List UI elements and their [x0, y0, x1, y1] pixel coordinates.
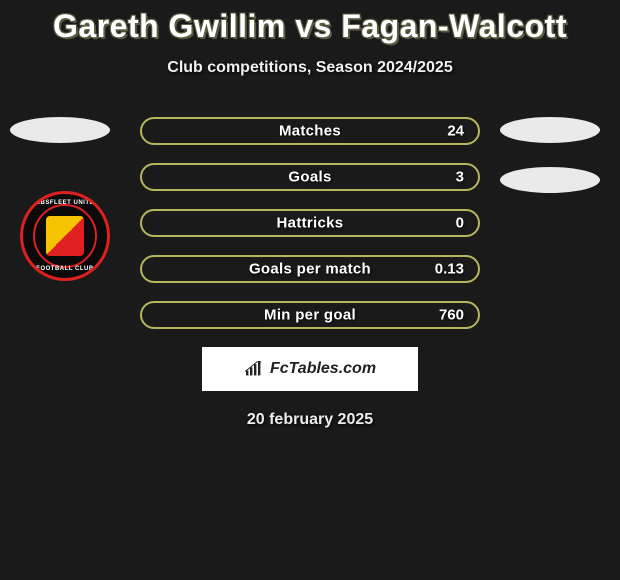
stat-value: 3 — [456, 169, 464, 186]
stat-value: 24 — [447, 123, 464, 140]
stat-label: Goals per match — [142, 261, 478, 278]
attribution-text: FcTables.com — [270, 360, 376, 378]
stat-row-min-per-goal: Min per goal 760 — [140, 301, 480, 329]
badge-text-bottom: FOOTBALL CLUB — [36, 266, 93, 272]
stat-label: Matches — [142, 123, 478, 140]
player-photo-right-placeholder-2 — [500, 167, 600, 193]
content-area: EBBSFLEET UNITED FOOTBALL CLUB Matches 2… — [0, 117, 620, 429]
stat-value: 0.13 — [435, 261, 464, 278]
badge-shield-icon — [46, 216, 84, 256]
bar-chart-icon — [244, 361, 264, 377]
attribution-box[interactable]: FcTables.com — [202, 347, 418, 391]
comparison-card: Gareth Gwillim vs Fagan-Walcott Club com… — [0, 0, 620, 580]
club-badge: EBBSFLEET UNITED FOOTBALL CLUB — [20, 191, 110, 281]
stat-value: 760 — [439, 307, 464, 324]
stat-label: Hattricks — [142, 215, 478, 232]
stat-label: Goals — [142, 169, 478, 186]
stat-row-goals: Goals 3 — [140, 163, 480, 191]
player-photo-left-placeholder — [10, 117, 110, 143]
stat-label: Min per goal — [142, 307, 478, 324]
stat-row-goals-per-match: Goals per match 0.13 — [140, 255, 480, 283]
stats-bars: Matches 24 Goals 3 Hattricks 0 Goals per… — [140, 117, 480, 329]
date-text: 20 february 2025 — [0, 411, 620, 429]
stat-row-matches: Matches 24 — [140, 117, 480, 145]
badge-text-top: EBBSFLEET UNITED — [31, 200, 99, 206]
subtitle: Club competitions, Season 2024/2025 — [0, 59, 620, 77]
player-photo-right-placeholder-1 — [500, 117, 600, 143]
stat-value: 0 — [456, 215, 464, 232]
stat-row-hattricks: Hattricks 0 — [140, 209, 480, 237]
page-title: Gareth Gwillim vs Fagan-Walcott — [0, 8, 620, 45]
